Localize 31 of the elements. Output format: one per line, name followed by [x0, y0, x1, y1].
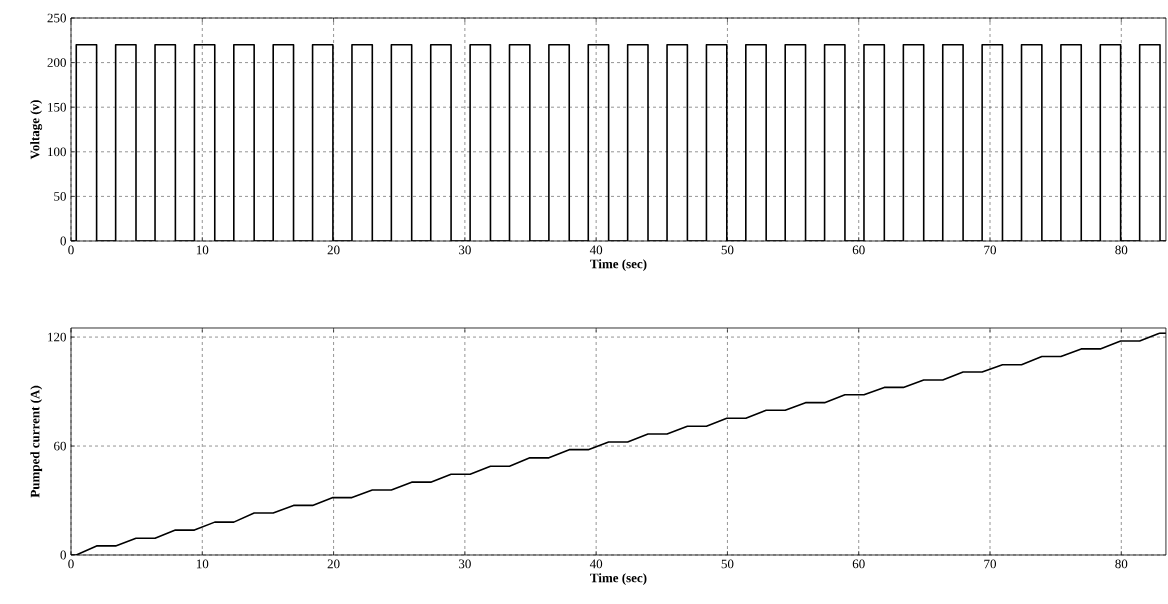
- x-tick-label: 0: [68, 245, 74, 255]
- x-tick-label: 20: [327, 245, 340, 255]
- y-tick-label: 0: [60, 236, 66, 246]
- x-tick-label: 60: [852, 559, 865, 569]
- y-tick-label: 150: [48, 102, 66, 112]
- y-tick-label: 60: [54, 441, 66, 451]
- x-tick-label: 80: [1115, 245, 1128, 255]
- x-tick-label: 50: [721, 559, 734, 569]
- x-tick-label: 80: [1115, 559, 1128, 569]
- x-tick-label: 0: [68, 559, 74, 569]
- y-tick-label: 200: [47, 58, 66, 67]
- x-tick-label: 40: [589, 245, 603, 255]
- y-tick-label: 250: [47, 13, 66, 23]
- x-tick-label: 10: [196, 559, 209, 569]
- y-tick-label: 120: [48, 332, 66, 342]
- x-tick-label: 50: [721, 245, 734, 255]
- x-tick-label: 10: [196, 245, 209, 255]
- y-axis-title: Pumped current (A): [30, 385, 43, 498]
- y-tick-label: 100: [48, 147, 66, 157]
- x-tick-label: 20: [327, 559, 340, 569]
- y-tick-label: 0: [60, 550, 66, 560]
- x-axis-title: Time (sec): [590, 573, 647, 585]
- y-axis-title: Voltage (v): [30, 100, 43, 160]
- x-tick-label: 70: [984, 559, 997, 569]
- x-tick-label: 40: [589, 559, 603, 569]
- y-tick-label: 50: [54, 192, 66, 201]
- x-tick-label: 70: [984, 245, 997, 255]
- x-axis-title: Time (sec): [590, 259, 647, 271]
- x-tick-label: 30: [458, 245, 471, 255]
- x-tick-label: 30: [458, 559, 471, 569]
- x-tick-label: 60: [852, 245, 865, 255]
